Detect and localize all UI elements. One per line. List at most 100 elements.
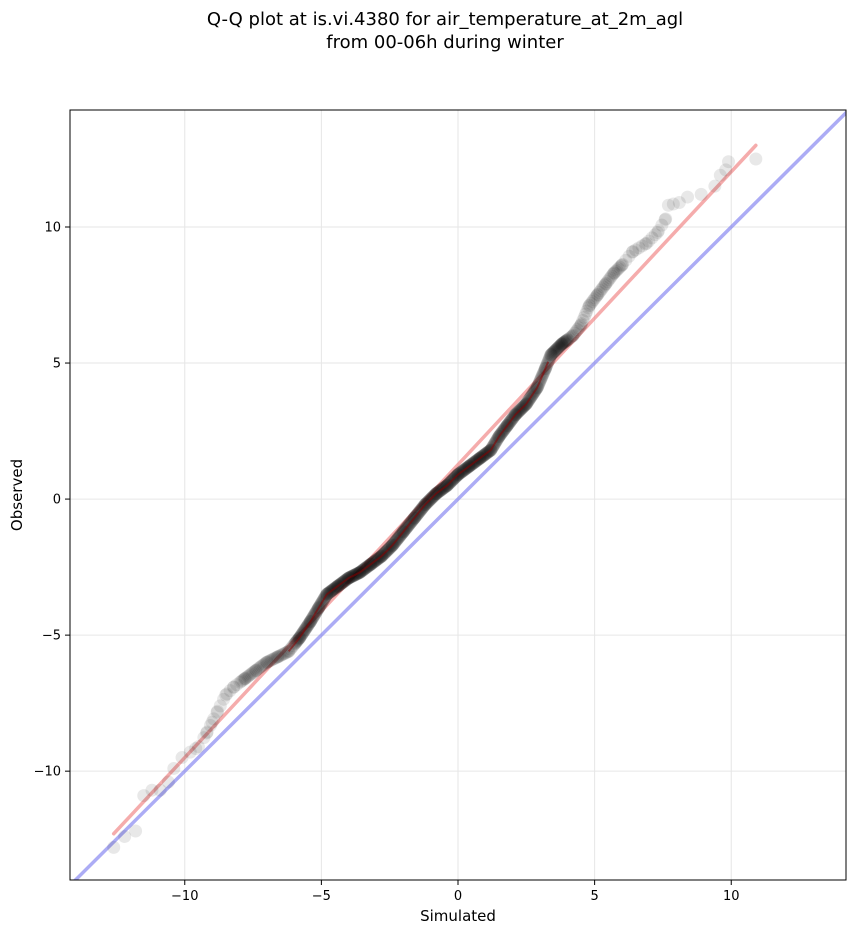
- qq-point: [607, 266, 621, 280]
- qq-point: [645, 231, 659, 245]
- qq-point: [546, 346, 560, 360]
- qq-point: [638, 237, 652, 251]
- qq-point: [556, 336, 570, 350]
- qq-point: [610, 263, 624, 277]
- qq-point: [552, 340, 566, 354]
- qq-point: [552, 340, 566, 354]
- qq-point: [268, 651, 282, 665]
- qq-point: [161, 775, 175, 789]
- qq-point: [609, 264, 623, 278]
- qq-point: [592, 285, 606, 299]
- qq-point: [606, 267, 620, 281]
- qq-point: [255, 659, 269, 673]
- qq-point: [263, 654, 277, 668]
- qq-point: [275, 648, 289, 662]
- qq-point: [167, 761, 181, 775]
- qq-point: [550, 342, 564, 356]
- qq-point: [569, 324, 583, 338]
- x-tick-label: 0: [454, 889, 462, 904]
- y-tick-label: 10: [44, 220, 61, 235]
- qq-point: [543, 349, 557, 363]
- qq-point: [642, 234, 656, 248]
- qq-point: [572, 321, 586, 335]
- qq-point: [576, 314, 590, 328]
- qq-point: [619, 253, 633, 267]
- qq-point: [245, 666, 259, 680]
- qq-point: [236, 673, 250, 687]
- qq-point: [568, 326, 582, 340]
- x-axis-label: Simulated: [420, 907, 496, 925]
- qq-point: [588, 291, 602, 305]
- qq-point: [574, 318, 588, 332]
- qq-point: [277, 647, 291, 661]
- qq-point: [560, 333, 574, 347]
- qq-point: [640, 236, 654, 250]
- qq-point: [271, 650, 285, 664]
- qq-point: [659, 212, 673, 226]
- y-tick-label: 5: [53, 357, 61, 372]
- qq-point: [565, 329, 579, 343]
- qq-point: [629, 243, 643, 257]
- qq-point: [256, 658, 270, 672]
- qq-point: [227, 680, 241, 694]
- axis-ticks: −10 −5 0 5 10 −10 −5 0 5 10: [34, 220, 740, 904]
- qq-point: [570, 323, 584, 337]
- x-tick-label: 5: [590, 889, 598, 904]
- qq-point: [575, 317, 589, 331]
- qq-point: [145, 783, 159, 797]
- qq-point: [553, 339, 567, 353]
- qq-point: [223, 684, 237, 698]
- qq-point: [583, 298, 597, 312]
- qq-point: [542, 352, 556, 366]
- qq-point: [584, 296, 598, 310]
- qq-point: [548, 344, 562, 358]
- qq-point: [217, 692, 231, 706]
- qq-point: [602, 273, 616, 287]
- qq-point: [661, 198, 675, 212]
- qq-point: [558, 335, 572, 349]
- qq-point: [260, 655, 274, 669]
- qq-point: [271, 650, 285, 664]
- qq-point: [189, 741, 203, 755]
- qq-point: [632, 241, 646, 255]
- qq-point: [658, 213, 672, 227]
- qq-point: [226, 680, 240, 694]
- qq-point: [573, 319, 587, 333]
- qq-point: [622, 249, 636, 263]
- qq-point: [555, 337, 569, 351]
- qq-point: [614, 259, 628, 273]
- qq-point: [708, 179, 722, 193]
- qq-point: [591, 287, 605, 301]
- qq-point: [137, 789, 151, 803]
- qq-point: [605, 269, 619, 283]
- qq-point: [652, 224, 666, 238]
- qq-point: [273, 649, 287, 663]
- qq-point: [153, 783, 167, 797]
- qq-point: [278, 646, 292, 660]
- qq-point: [267, 652, 281, 666]
- qq-point: [264, 653, 278, 667]
- qq-point: [561, 333, 575, 347]
- qq-point: [253, 660, 267, 674]
- qq-point: [541, 355, 555, 369]
- reference-lines: [72, 110, 846, 880]
- qq-point: [719, 163, 733, 177]
- qq-point: [613, 260, 627, 274]
- qq-point: [219, 688, 233, 702]
- qq-point: [554, 338, 568, 352]
- qq-point: [599, 277, 613, 291]
- qq-point: [603, 271, 617, 285]
- qq-point: [262, 654, 276, 668]
- qq-point: [274, 648, 288, 662]
- qq-point: [615, 257, 629, 271]
- qq-point: [249, 663, 263, 677]
- qq-point: [655, 218, 669, 232]
- chart-title-line-2: from 00-06h during winter: [326, 32, 564, 53]
- qq-point: [598, 278, 612, 292]
- chart-title-line-1: Q-Q plot at is.vi.4380 for air_temperatu…: [206, 9, 684, 30]
- qq-point: [240, 670, 254, 684]
- qq-point: [237, 672, 251, 686]
- qq-point: [549, 343, 563, 357]
- qq-point: [191, 740, 205, 754]
